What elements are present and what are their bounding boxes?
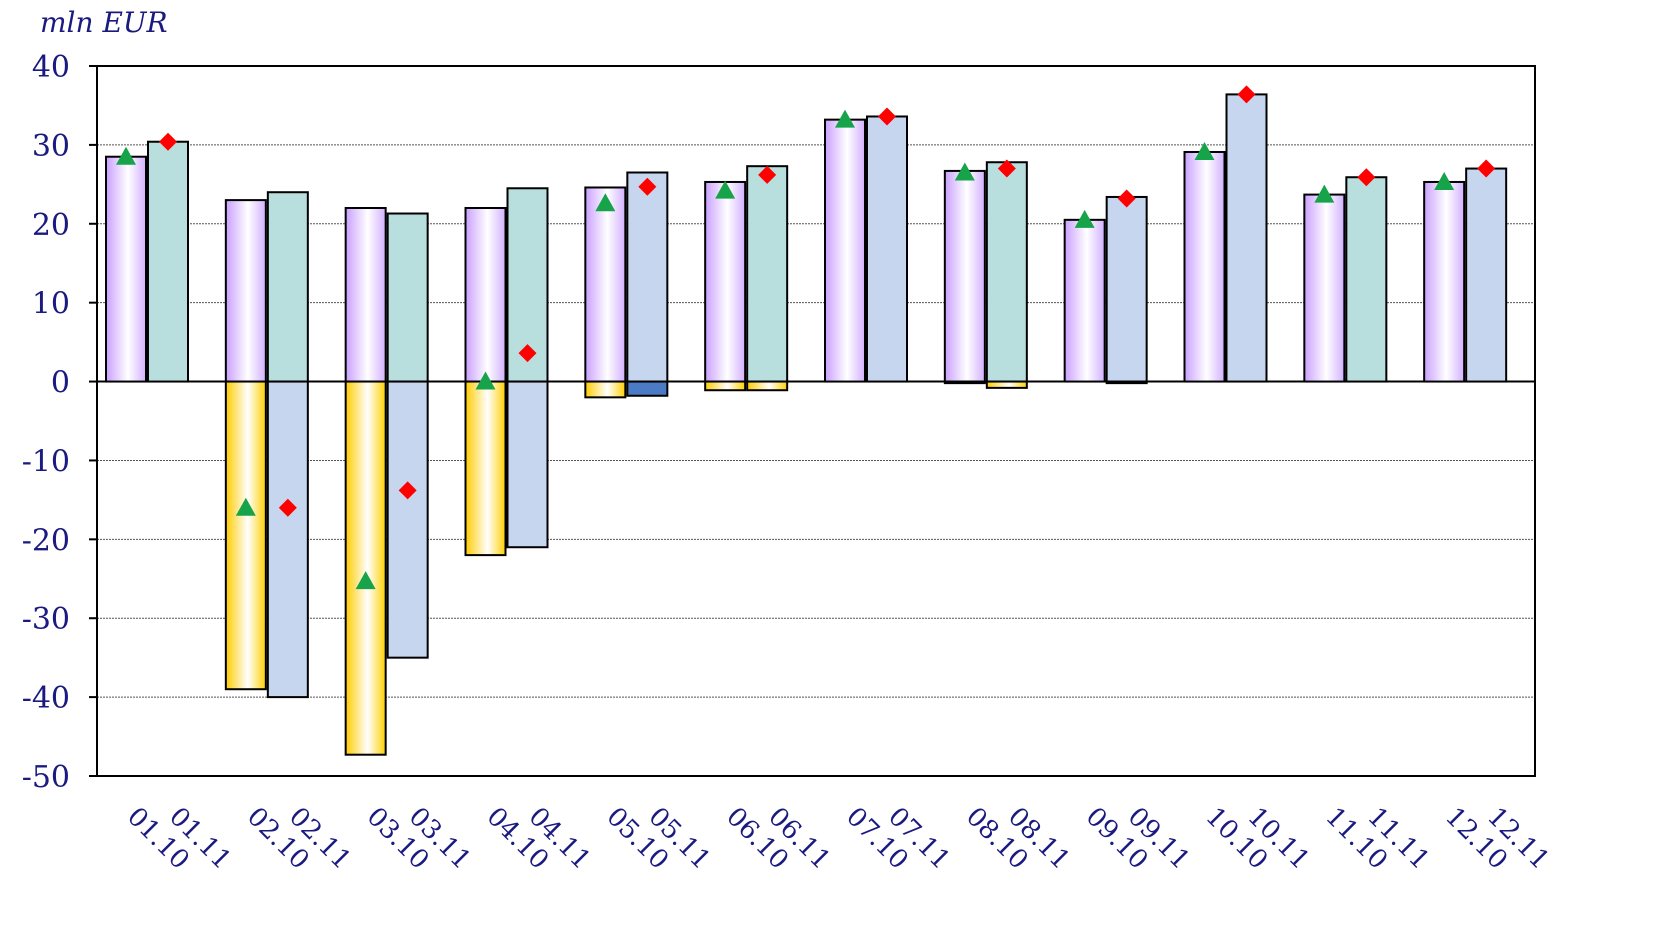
bar-positive-2010 [704,180,747,383]
y-axis-unit-label: mln EUR [40,6,168,39]
bar-negative-2011 [1105,380,1148,385]
marker-net-2011 [1237,85,1256,104]
y-tick-label: 0 [51,366,70,401]
bar-positive-2011 [1225,93,1268,383]
marker-net-2010 [1074,209,1095,228]
bars [105,93,1508,756]
y-tick-label: -30 [22,602,70,637]
bar-positive-2010 [584,186,627,383]
marker-net-2010 [235,497,256,516]
bar-negative-2011 [506,380,549,549]
marker-net-2010 [954,162,975,181]
marker-net-2011 [878,107,896,126]
marker-net-2011 [159,132,177,151]
marker-net-2011 [1477,159,1496,178]
bar-positive-2010 [1423,180,1466,383]
bar-positive-2011 [626,171,669,383]
markers [116,85,1496,590]
bar-positive-2010 [1183,150,1226,383]
bar-negative-2010 [584,380,627,399]
bar-negative-2011 [266,380,309,699]
y-axis-ticks: 40 30 20 10 0 -10 -20 -30 -40 -50 [22,50,70,795]
marker-net-2010 [475,371,496,390]
y-tick-label: -50 [22,760,70,795]
marker-net-2010 [715,180,736,199]
bar-positive-2010 [943,169,986,383]
bar-positive-2011 [866,115,908,383]
marker-net-2010 [1314,184,1335,203]
bar-positive-2011 [386,212,429,383]
bar-negative-2011 [386,380,429,659]
bar-positive-2011 [1105,195,1148,383]
marker-net-2011 [1117,189,1136,208]
plot-frame [96,65,1536,777]
y-tick-label: -40 [22,681,70,716]
y-tick-label: 10 [32,287,70,322]
y-tick-label: 20 [32,208,70,243]
marker-net-2010 [355,571,376,590]
bar-positive-2010 [344,207,387,383]
marker-net-2011 [638,177,657,196]
bar-positive-2011 [266,191,309,383]
marker-net-2011 [278,498,297,517]
bar-negative-2011 [746,380,789,392]
bar-negative-2011 [985,380,1028,389]
bar-negative-2010 [464,380,507,557]
marker-net-2011 [997,159,1016,178]
bar-negative-2010 [704,380,747,392]
bar-positive-2010 [224,199,267,383]
marker-net-2010 [1194,141,1215,160]
plot-area-border [96,65,1536,777]
marker-net-2010 [1434,171,1455,190]
bar-positive-2010 [464,207,507,383]
y-tick-label: -10 [22,444,70,479]
bar-positive-2011 [1345,176,1388,383]
marker-net-2011 [758,165,777,184]
bar-positive-2010 [1063,218,1106,383]
bar-negative-2010 [224,380,267,691]
marker-net-2011 [518,344,537,363]
marker-net-2010 [116,146,136,165]
bar-positive-2010 [824,118,866,383]
marker-net-2011 [1357,168,1376,187]
marker-net-2010 [835,109,855,128]
gridlines [89,65,1535,777]
bar-negative-2010 [344,380,387,756]
marker-net-2011 [398,481,417,500]
bar-positive-2010 [105,155,147,383]
bar-positive-2011 [1465,167,1508,383]
bar-positive-2011 [147,140,189,383]
bar-negative-2010 [943,380,986,385]
bar-positive-2011 [985,161,1028,383]
bar-negative-2011 [626,380,669,397]
y-tick-label: 30 [32,129,70,164]
bar-positive-2010 [1303,193,1346,383]
y-tick-label: 40 [32,50,70,85]
marker-net-2010 [595,193,616,212]
bar-positive-2011 [746,165,789,383]
y-tick-label: -20 [22,523,70,558]
